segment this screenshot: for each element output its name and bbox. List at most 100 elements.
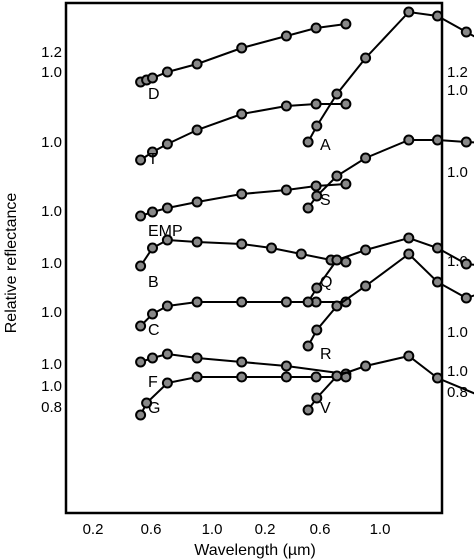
- data-point: [460, 136, 472, 148]
- data-point: [147, 352, 158, 364]
- data-point: [360, 52, 372, 64]
- series-label: R: [320, 346, 332, 363]
- y-tick-label: 1.0: [41, 203, 62, 220]
- series-label: EMP: [148, 223, 183, 240]
- series-label: F: [148, 374, 158, 391]
- y-axis-title: Relative reflectance: [3, 193, 20, 334]
- data-point: [147, 308, 158, 320]
- data-point: [236, 188, 248, 200]
- data-point: [280, 184, 292, 196]
- data-point: [310, 22, 322, 34]
- data-point: [280, 296, 292, 308]
- data-point: [236, 356, 248, 368]
- data-point: [403, 134, 415, 146]
- data-point: [280, 371, 292, 383]
- data-point: [147, 146, 158, 158]
- data-point: [191, 371, 203, 383]
- data-point: [331, 88, 343, 100]
- data-point: [191, 236, 203, 248]
- data-point: [135, 154, 147, 166]
- data-point: [147, 242, 158, 254]
- data-point: [135, 356, 147, 368]
- x-tick-label: 0.6: [141, 521, 162, 538]
- data-point: [310, 98, 322, 110]
- data-point: [331, 170, 343, 182]
- data-point: [236, 238, 248, 250]
- plot-frame: [64, 1, 444, 515]
- data-point: [191, 296, 203, 308]
- data-point: [161, 300, 173, 312]
- data-point: [360, 152, 372, 164]
- data-point: [236, 108, 248, 120]
- data-point: [432, 276, 443, 288]
- data-point: [147, 206, 158, 218]
- data-point: [161, 348, 173, 360]
- data-point: [302, 404, 314, 416]
- series-label: V: [320, 400, 331, 417]
- data-point: [161, 202, 173, 214]
- series-label: B: [148, 274, 159, 291]
- data-point: [135, 210, 147, 222]
- data-point: [191, 196, 203, 208]
- data-point: [302, 136, 314, 148]
- y-tick-label: 1.0: [41, 378, 62, 395]
- data-point: [161, 138, 173, 150]
- x-tick-label: 0.2: [83, 521, 104, 538]
- data-point: [403, 6, 415, 18]
- y-tick-label: 1.0: [41, 304, 62, 321]
- data-point: [236, 42, 248, 54]
- x-tick-label: 1.0: [370, 521, 391, 538]
- y-tick-label: 1.0: [41, 356, 62, 373]
- data-point: [310, 180, 322, 192]
- data-point: [331, 254, 343, 266]
- data-point: [460, 26, 472, 38]
- data-point: [311, 324, 323, 336]
- y-tick-label: 1.0: [447, 164, 468, 181]
- data-point: [403, 248, 415, 260]
- data-point: [311, 392, 323, 404]
- data-point: [340, 18, 352, 30]
- series-label: G: [148, 400, 160, 417]
- data-point: [331, 370, 343, 382]
- data-point: [295, 248, 307, 260]
- y-tick-label: 1.2: [447, 64, 468, 81]
- x-tick-label: 0.6: [310, 521, 331, 538]
- series-label: A: [320, 137, 331, 154]
- data-point: [147, 72, 158, 84]
- series-label: T: [148, 151, 158, 168]
- data-point: [432, 10, 443, 22]
- data-point: [311, 190, 323, 202]
- data-point: [266, 242, 277, 254]
- data-point: [331, 300, 343, 312]
- data-point: [360, 244, 372, 256]
- series-label: C: [148, 322, 160, 339]
- data-point: [236, 296, 248, 308]
- series-label: S: [320, 192, 331, 209]
- data-point: [161, 66, 173, 78]
- y-tick-label: 1.0: [41, 64, 62, 81]
- data-point: [135, 320, 147, 332]
- x-axis-title: Wavelength (µm): [194, 542, 316, 559]
- data-point: [310, 371, 322, 383]
- data-point: [280, 100, 292, 112]
- data-point: [236, 371, 248, 383]
- series-label: D: [148, 86, 160, 103]
- data-point: [340, 178, 352, 190]
- x-tick-label: 1.0: [202, 521, 223, 538]
- data-point: [302, 202, 314, 214]
- data-point: [141, 397, 153, 409]
- series-label: Q: [320, 274, 332, 291]
- y-tick-label: 0.8: [41, 399, 62, 416]
- data-point: [340, 98, 352, 110]
- y-tick-label: 1.0: [41, 255, 62, 272]
- data-point: [280, 30, 292, 42]
- data-point: [191, 352, 203, 364]
- y-tick-label: 1.2: [41, 44, 62, 61]
- data-point: [302, 296, 314, 308]
- data-point: [311, 282, 323, 294]
- data-point: [460, 258, 472, 270]
- data-point: [280, 360, 292, 372]
- data-point: [191, 124, 203, 136]
- data-point: [403, 232, 415, 244]
